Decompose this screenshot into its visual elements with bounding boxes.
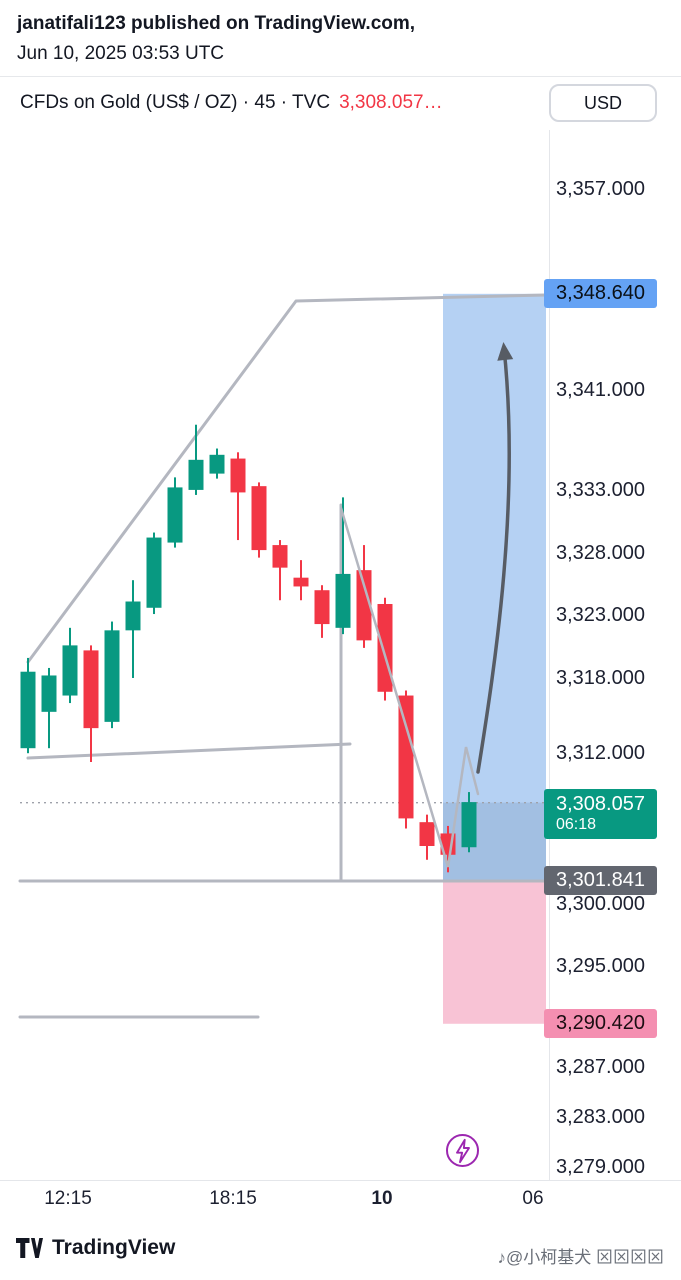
brand-name: TradingView <box>52 1236 176 1259</box>
trendlines[interactable] <box>18 293 548 1019</box>
candles <box>20 424 477 873</box>
tradingview-brand-link[interactable]: TradingView <box>16 1236 175 1260</box>
time-axis-label: 10 <box>371 1188 393 1209</box>
publisher-header: janatifali123 published on TradingView.c… <box>0 0 681 77</box>
time-axis-label: 18:15 <box>209 1188 257 1209</box>
projection-arrow[interactable] <box>476 342 514 774</box>
publish-date: Jun 10, 2025 03:53 UTC <box>17 43 225 64</box>
tradingview-logo-icon <box>16 1238 43 1258</box>
price-axis-separator <box>549 130 550 1180</box>
chart-title-row: CFDs on Gold (US$ / OZ) · 45 · TVC 3,308… <box>20 92 443 114</box>
time-axis[interactable]: 12:15 18:15 10 06 <box>0 1180 681 1216</box>
symbol-title: CFDs on Gold (US$ / OZ) · 45 · TVC <box>20 92 331 113</box>
lightning-icon <box>455 1138 470 1163</box>
author-watermark: ♪@小柯基犬 ⊠⊠⊠⊠ <box>497 1248 664 1267</box>
currency-button[interactable]: USD <box>549 84 657 122</box>
projection-zigzag[interactable] <box>339 506 480 868</box>
publisher-line: janatifali123 published on TradingView.c… <box>17 13 416 34</box>
boost-button[interactable] <box>446 1134 479 1167</box>
time-axis-label: 12:15 <box>44 1188 92 1209</box>
time-axis-separator <box>0 1180 681 1181</box>
title-last-price: 3,308.057… <box>339 92 443 113</box>
footer: TradingView ♪@小柯基犬 ⊠⊠⊠⊠ <box>0 1216 681 1280</box>
time-axis-label: 06 <box>522 1188 544 1209</box>
